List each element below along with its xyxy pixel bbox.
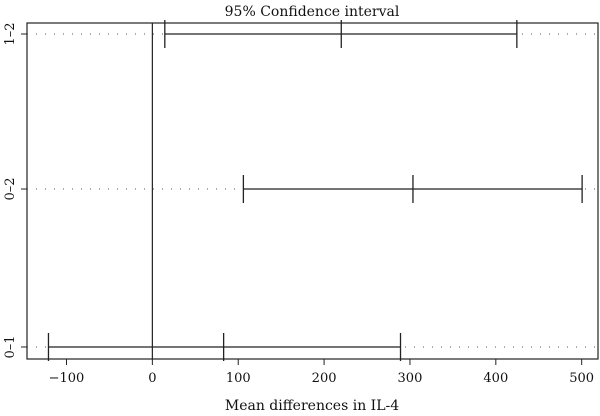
x-tick-label: 100 (226, 371, 251, 386)
x-axis-label: Mean differences in IL-4 (225, 398, 399, 414)
x-tick-label: 200 (312, 371, 337, 386)
x-tick-label: −100 (49, 371, 85, 386)
x-tick-label: 300 (398, 371, 423, 386)
chart-title: 95% Confidence interval (225, 4, 400, 20)
x-tick-label: 400 (483, 371, 508, 386)
y-tick-label-comparison: 0–2 (3, 177, 18, 200)
y-tick-label-comparison: 0–1 (3, 335, 18, 358)
x-tick-label: 500 (569, 371, 594, 386)
x-tick-label: 0 (148, 371, 156, 386)
plot-frame (26, 22, 599, 360)
y-tick-label-comparison: 1–2 (3, 22, 18, 45)
